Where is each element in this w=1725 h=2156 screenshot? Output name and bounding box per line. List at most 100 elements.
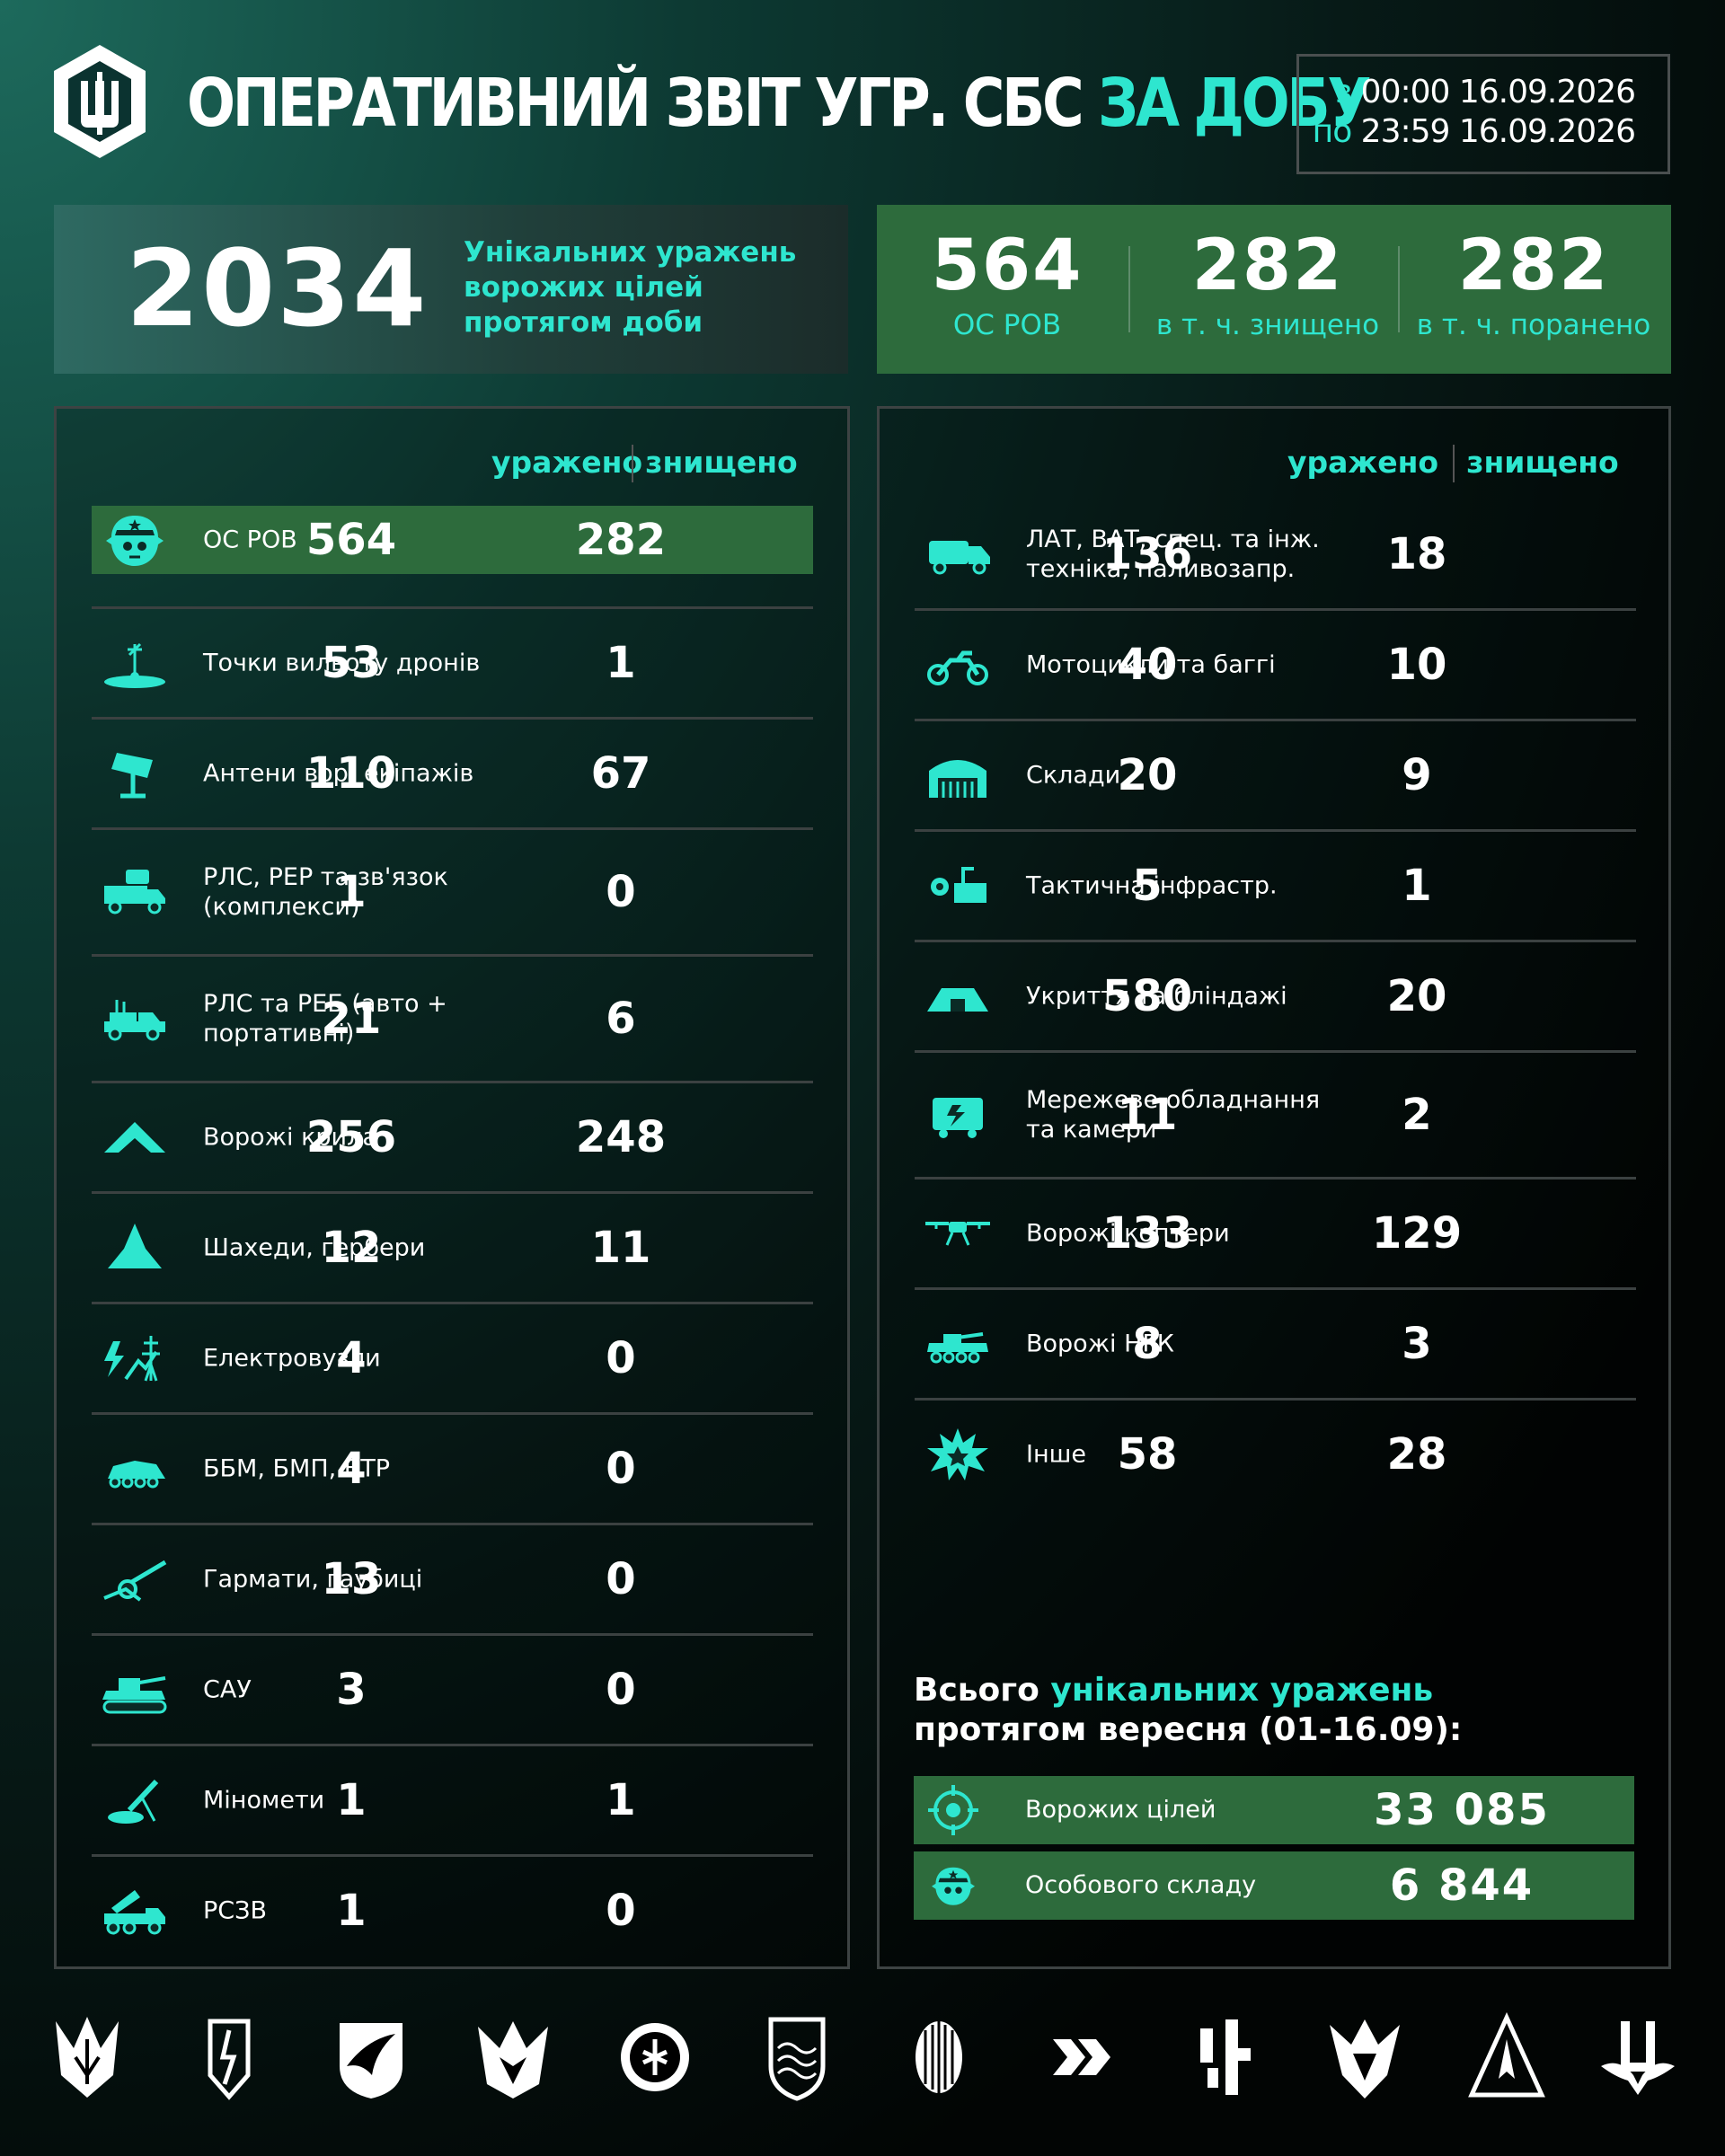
row-hit-value: 136	[1101, 529, 1193, 579]
table-row: ББМ, БМП, БТР 4 0	[92, 1415, 813, 1523]
infrastructure-icon	[931, 867, 986, 903]
row-label: Склади	[1026, 761, 1121, 790]
soldier-helmet-icon	[106, 516, 164, 566]
row-hit-value: 580	[1101, 971, 1193, 1021]
personnel-wounded-label: в т. ч. поранено	[1416, 309, 1651, 341]
personnel-wounded-value: 282	[1457, 225, 1610, 306]
row-hit-value: 5	[1132, 861, 1163, 911]
table-row: Укриття та бліндажі 580 20	[915, 942, 1636, 1050]
row-label: Міномети	[203, 1786, 325, 1815]
table-row: Гармати, гаубиці 13 0	[92, 1525, 813, 1633]
row-hit-value: 133	[1101, 1208, 1193, 1259]
row-divider	[92, 606, 813, 609]
table-row: Ворожі крила 256 248	[92, 1083, 813, 1191]
from-label: з	[1335, 74, 1352, 110]
target-icon	[928, 1785, 978, 1835]
unit-emblem-icon	[1601, 2021, 1675, 2095]
unique-hits-value: 2034	[126, 226, 429, 350]
row-divider	[92, 717, 813, 720]
row-hit-value: 256	[305, 1112, 397, 1162]
row-destroyed-value: 0	[606, 867, 636, 917]
row-divider	[92, 827, 813, 830]
from-time: 00:00	[1360, 74, 1451, 110]
row-label: Мережеве обладнання та камери	[1026, 1086, 1321, 1144]
table-row: РСЗВ 1 0	[92, 1857, 813, 1965]
network-equipment-icon	[933, 1098, 983, 1138]
explosion-icon	[927, 1428, 988, 1480]
table-row: Міномети 1 1	[92, 1746, 813, 1854]
unit-emblems-row	[47, 2012, 1678, 2111]
table-row: ЛАТ, ВАТ, спец. та інж. техніка, паливоз…	[915, 500, 1636, 608]
to-date: 16.09.2026	[1458, 113, 1636, 150]
row-label: Тактична інфрастр.	[1026, 871, 1278, 900]
row-divider	[92, 1854, 813, 1857]
row-hit-value: 8	[1132, 1319, 1163, 1369]
unit-emblem-icon	[54, 45, 146, 158]
row-destroyed-value: 0	[606, 1886, 636, 1936]
divider	[1398, 246, 1400, 332]
row-divider	[915, 940, 1636, 942]
table-row: Мотоцикли та баггі 40 10	[915, 611, 1636, 719]
to-label: по	[1312, 113, 1353, 150]
personnel-total-label: ОС РОВ	[952, 309, 1062, 341]
row-label: Ворожі НРК	[1026, 1330, 1174, 1358]
personnel-killed-label: в т. ч. знищено	[1155, 309, 1380, 341]
row-divider	[92, 1523, 813, 1525]
row-destroyed-value: 1	[606, 638, 636, 688]
personnel-killed-value: 282	[1191, 225, 1344, 306]
unit-emblem-icon	[1053, 2039, 1110, 2075]
unit-emblem-icon	[1468, 2012, 1545, 2098]
row-destroyed-value: 67	[590, 748, 651, 799]
apc-icon	[108, 1461, 165, 1489]
title-main: ОПЕРАТИВНИЙ ЗВІТ УГР. СБС	[187, 65, 1084, 142]
row-hit-value: 4	[336, 1333, 367, 1383]
table-row: РЛС та РЕБ (авто + портативні) 21 6	[92, 957, 813, 1081]
row-hit-value: 1	[336, 1886, 367, 1936]
row-destroyed-value: 1	[1402, 861, 1432, 911]
row-destroyed-value: 18	[1386, 529, 1447, 579]
table-row: Склади 20 9	[915, 721, 1636, 829]
row-label: Мотоцикли та баггі	[1026, 650, 1276, 679]
personnel-total: 564 ОС РОВ	[877, 225, 1137, 341]
row-destroyed-value: 20	[1386, 971, 1447, 1021]
row-hit-value: 12	[321, 1223, 382, 1273]
row-hit-value: 11	[1117, 1090, 1178, 1140]
row-destroyed-value: 0	[606, 1333, 636, 1383]
row-divider	[92, 1633, 813, 1636]
row-divider	[92, 954, 813, 957]
table-row: Електровузли 4 0	[92, 1304, 813, 1412]
page-title: ОПЕРАТИВНИЙ ЗВІТ УГР. СБС ЗА ДОБУ	[187, 54, 1371, 153]
table-row: САУ 3 0	[92, 1636, 813, 1744]
table-row: РЛС, РЕР та зв'язок (комплекси) 1 0	[92, 830, 813, 954]
row-hit-value: 53	[321, 638, 382, 688]
personnel-wounded: 282 в т. ч. поранено	[1403, 225, 1664, 341]
table-row: Інше 58 28	[915, 1401, 1636, 1508]
unit-emblem-icon	[1330, 2019, 1400, 2099]
to-time: 23:59	[1360, 113, 1451, 150]
table-row: Ворожі коптери 133 129	[915, 1180, 1636, 1287]
row-hit-value: 1	[336, 1775, 367, 1825]
table-row: Мережеве обладнання та камери 11 2	[915, 1053, 1636, 1177]
unit-emblem-icon	[1200, 2019, 1251, 2095]
drone-launch-point-icon	[104, 642, 165, 688]
column-separator	[1453, 445, 1455, 482]
totals-title-highlight: унікальних уражень	[1050, 1672, 1434, 1709]
row-destroyed-value: 2	[1402, 1090, 1432, 1140]
unit-emblem-icon	[478, 2021, 548, 2099]
row-divider	[92, 1302, 813, 1304]
row-divider	[92, 1744, 813, 1746]
unit-emblem-icon	[768, 2017, 826, 2101]
row-hit-value: 58	[1117, 1429, 1178, 1480]
divider	[1128, 246, 1130, 332]
row-hit-value: 4	[336, 1444, 367, 1494]
row-label: ББМ, БМП, БТР	[203, 1454, 391, 1483]
table-row: Точки вильоту дронів 53 1	[92, 609, 813, 717]
table-row: Ворожі НРК 8 3	[915, 1290, 1636, 1398]
row-destroyed-value: 6	[606, 994, 636, 1044]
row-destroyed-value: 28	[1386, 1429, 1447, 1480]
row-destroyed-value: 3	[1402, 1319, 1432, 1369]
row-divider	[915, 1398, 1636, 1401]
row-destroyed-value: 0	[606, 1665, 636, 1715]
shahed-icon	[108, 1224, 162, 1268]
row-hit-value: 20	[1117, 750, 1178, 800]
